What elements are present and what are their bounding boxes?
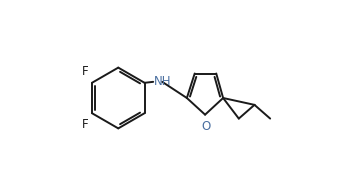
Text: O: O: [201, 120, 210, 133]
Text: NH: NH: [154, 75, 171, 88]
Text: F: F: [82, 118, 89, 131]
Text: F: F: [82, 65, 89, 78]
